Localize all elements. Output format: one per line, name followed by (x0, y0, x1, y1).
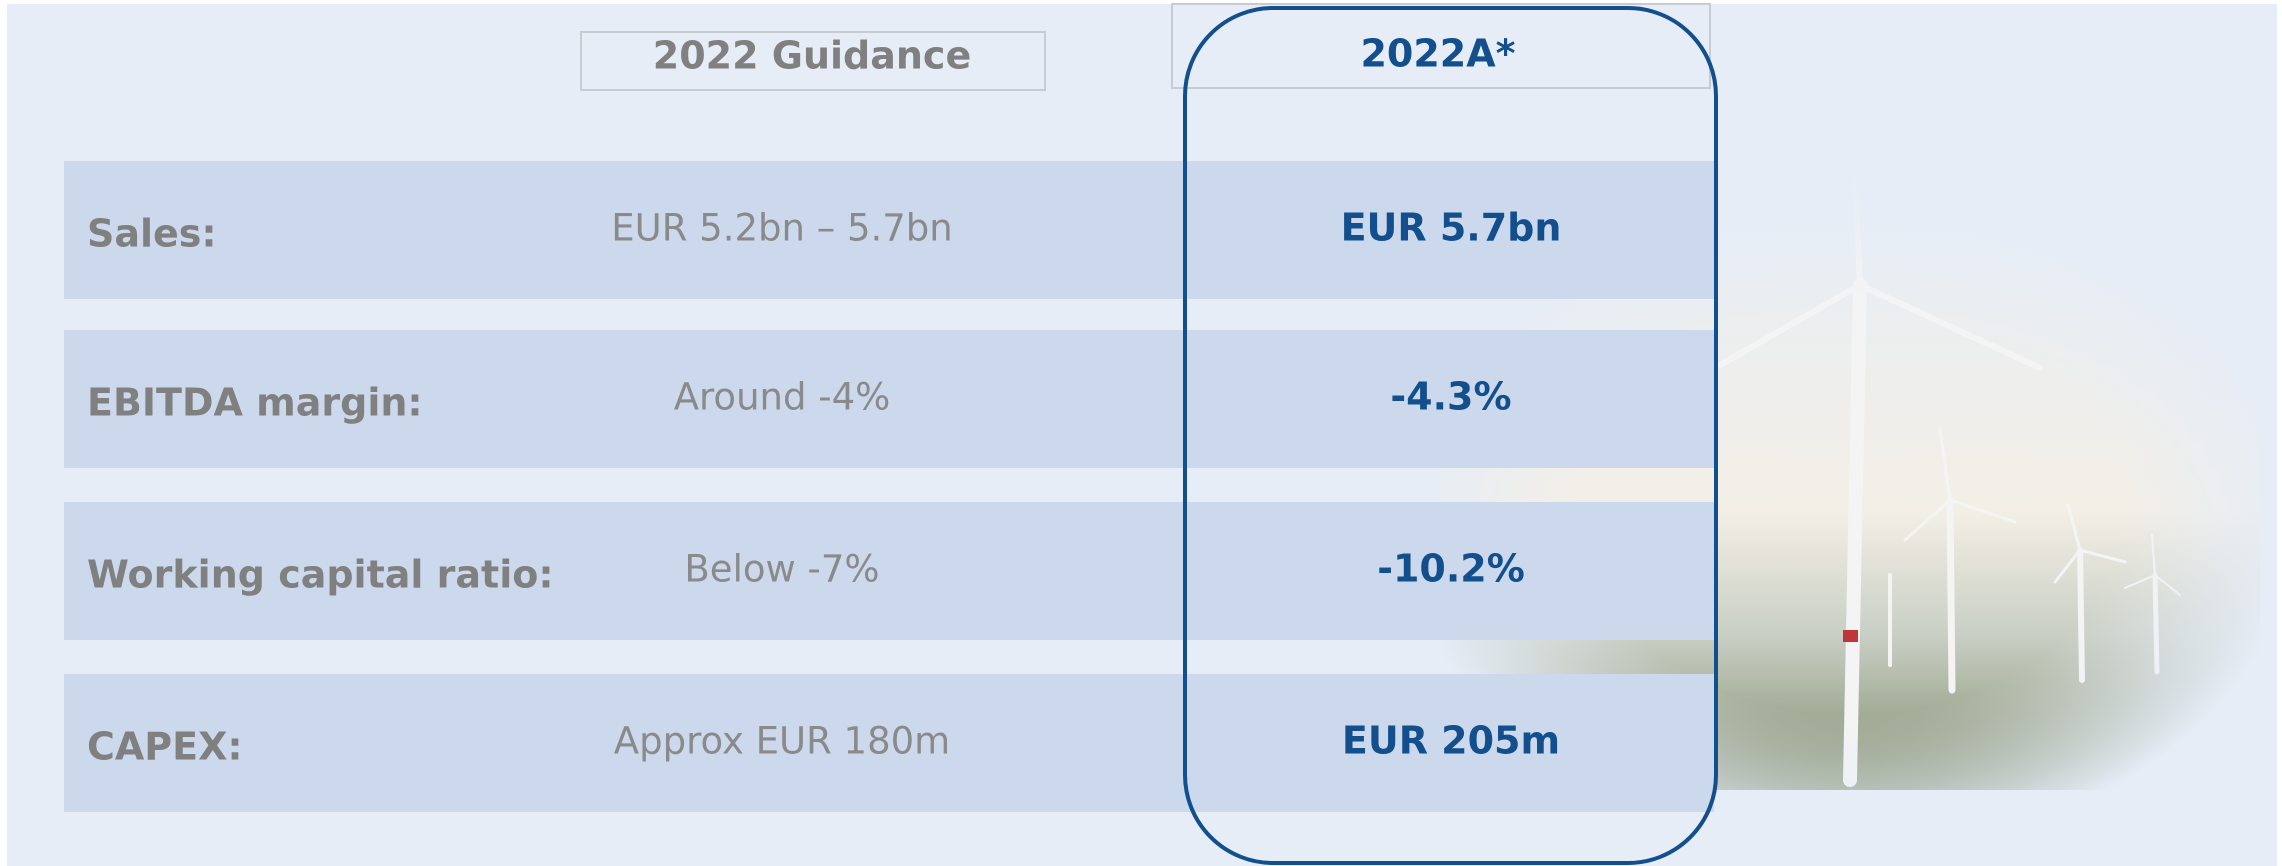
guidance-value: Approx EUR 180m (614, 720, 950, 763)
row-label: CAPEX: (87, 725, 243, 769)
slide: 2022 Guidance 2022A* Sales: EUR 5.2bn – 5… (0, 0, 2282, 866)
guidance-value: Below -7% (684, 548, 879, 591)
actual-value: EUR 5.7bn (1341, 206, 1562, 250)
actual-value: -4.3% (1390, 375, 1511, 419)
row-label: Working capital ratio: (87, 553, 554, 597)
guidance-value: Around -4% (674, 376, 891, 419)
column-header: 2022A* (1360, 32, 1515, 76)
column-header: 2022 Guidance (653, 34, 971, 78)
guidance-value: EUR 5.2bn – 5.7bn (611, 207, 953, 250)
page: 2022 Guidance 2022A* Sales: EUR 5.2bn – 5… (0, 0, 2282, 866)
row-label: Sales: (87, 212, 217, 256)
actual-value: -10.2% (1377, 547, 1525, 591)
row-label: EBITDA margin: (87, 381, 423, 425)
actual-value: EUR 205m (1342, 719, 1560, 763)
